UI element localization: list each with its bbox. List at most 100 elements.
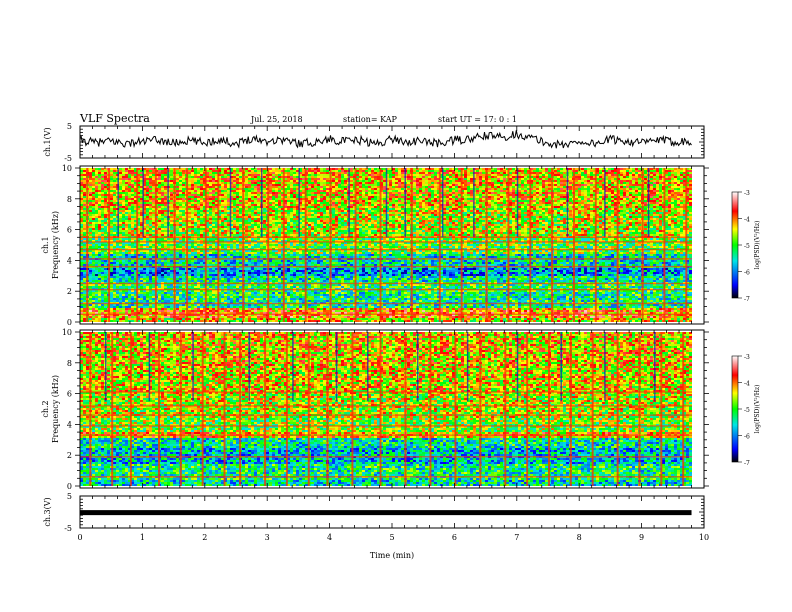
impulse-column — [617, 332, 619, 486]
impulse-column — [417, 332, 419, 401]
colorbar-tick-label: -5 — [744, 243, 750, 250]
impulse-column — [267, 168, 269, 322]
impulse-column — [567, 168, 569, 237]
narrowband-line — [80, 283, 695, 284]
y-tick-label: 6 — [67, 226, 72, 235]
colorbar-label: log(PSD)(V²/Hz) — [754, 221, 761, 270]
impulse-column — [330, 168, 332, 322]
y-tick-label: 2 — [67, 451, 72, 460]
x-tick-label: 6 — [452, 533, 457, 542]
impulse-column — [642, 168, 644, 322]
impulse-column — [261, 168, 263, 237]
y-tick-label: 10 — [62, 328, 72, 337]
impulse-column — [108, 168, 110, 322]
narrowband-line — [80, 314, 695, 315]
narrowband-line — [80, 289, 695, 290]
x-tick-label: 5 — [389, 533, 394, 542]
impulse-column — [217, 168, 219, 322]
impulse-column — [348, 168, 350, 237]
y-tick-label: -5 — [64, 524, 72, 533]
y-tick-label: 5 — [67, 492, 72, 501]
impulse-column — [174, 168, 176, 322]
colorbar-tick-label: -3 — [744, 354, 750, 361]
impulse-column — [305, 168, 307, 322]
impulse-column — [404, 168, 406, 237]
y-tick-label: 0 — [67, 318, 72, 327]
colorbar-tick-label: -7 — [744, 460, 750, 467]
impulse-column — [648, 168, 650, 237]
x-tick-label: 0 — [77, 533, 82, 542]
impulse-column — [367, 332, 369, 401]
impulse-column — [117, 168, 119, 237]
impulse-column — [551, 168, 553, 322]
impulse-column — [230, 168, 232, 237]
no-data-region — [695, 166, 704, 324]
colorbar-tick-label: -5 — [744, 407, 750, 414]
impulse-column — [380, 168, 382, 322]
impulse-column — [486, 168, 488, 322]
impulse-column — [479, 332, 481, 486]
x-tick-label: 8 — [577, 533, 582, 542]
narrowband-line — [80, 303, 695, 304]
y-tick-label: 8 — [67, 195, 72, 204]
y-tick-label: -5 — [64, 154, 72, 163]
impulse-column — [663, 168, 665, 322]
narrowband-line — [80, 414, 695, 415]
impulse-column — [336, 332, 338, 401]
x-tick-label: 4 — [327, 533, 332, 542]
narrowband-line — [80, 237, 695, 238]
impulse-column — [326, 332, 328, 486]
impulse-column — [351, 332, 353, 486]
narrowband-line — [80, 249, 695, 250]
impulse-column — [560, 332, 562, 401]
narrowband-line — [80, 241, 695, 242]
narrowband-line — [80, 456, 695, 457]
x-tick-label: 7 — [514, 533, 519, 542]
narrowband-line — [80, 476, 695, 477]
impulse-column — [592, 332, 594, 486]
narrowband-line — [80, 425, 695, 426]
impulse-column — [248, 332, 250, 401]
impulse-column — [205, 168, 207, 322]
impulse-column — [355, 168, 357, 322]
impulse-column — [155, 168, 157, 322]
impulse-column — [660, 332, 662, 486]
impulse-column — [89, 332, 91, 486]
impulse-column — [638, 332, 640, 486]
impulse-column — [167, 168, 169, 237]
impulse-column — [239, 332, 241, 486]
impulse-column — [507, 168, 509, 322]
y-axis-label: ch.1 — [41, 236, 50, 253]
impulse-column — [286, 332, 288, 486]
impulse-column — [517, 168, 519, 237]
impulse-column — [526, 332, 528, 486]
impulse-column — [283, 168, 285, 322]
spectrogram-image — [80, 168, 695, 322]
x-tick-label: 10 — [699, 533, 709, 542]
colorbar — [732, 356, 738, 462]
impulse-column — [595, 168, 597, 322]
impulse-column — [573, 168, 575, 322]
x-axis-label: Time (min) — [370, 551, 414, 560]
impulse-column — [473, 168, 475, 237]
x-tick-label: 2 — [202, 533, 207, 542]
impulse-column — [264, 332, 266, 486]
impulse-column — [105, 332, 107, 401]
impulse-column — [439, 168, 441, 322]
impulse-column — [548, 332, 550, 486]
y-axis-label: ch.3(V) — [43, 497, 52, 526]
impulse-column — [429, 332, 431, 486]
impulse-column — [186, 168, 188, 322]
colorbar-tick-label: -6 — [744, 270, 750, 277]
y-tick-label: 8 — [67, 359, 72, 368]
impulse-column — [158, 332, 160, 486]
colorbar-label: log(PSD)(V²/Hz) — [754, 385, 761, 434]
y-axis-label: ch.1(V) — [43, 127, 52, 156]
impulse-column — [111, 332, 113, 486]
waveform-line — [80, 130, 692, 148]
impulse-column — [202, 332, 204, 486]
impulse-column — [192, 332, 194, 401]
x-tick-label: 1 — [140, 533, 145, 542]
impulse-column — [298, 168, 300, 237]
x-tick-label: 9 — [639, 533, 644, 542]
